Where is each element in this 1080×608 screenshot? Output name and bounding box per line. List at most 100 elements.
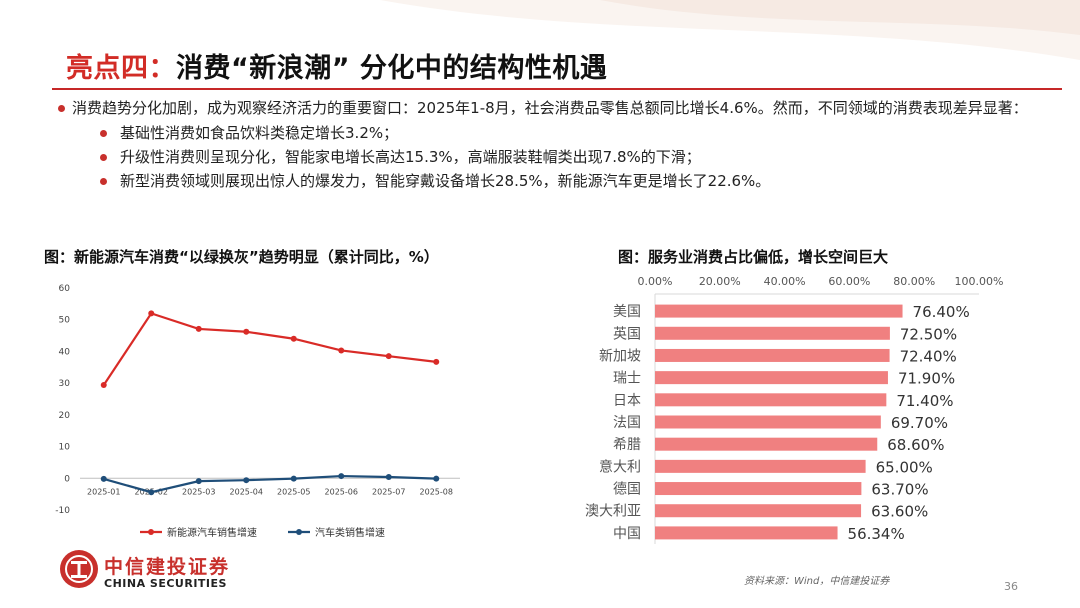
data-point (100, 475, 107, 482)
data-point (148, 310, 155, 317)
x-tick-label: 2025-03 (182, 487, 215, 496)
series-line (102, 312, 437, 386)
service-bar-chart: 0.00% 20.00% 40.00% 60.00% 80.00% 100.00% 美国 76… (585, 275, 1004, 544)
data-point (195, 325, 202, 332)
left-figure-title: 图：新能源汽车消费“以绿换灰”趋势明显（累计同比，%） (44, 248, 439, 266)
brand-name-en: CHINA SECURITIES (104, 577, 227, 590)
data-point (100, 382, 107, 389)
category-label: 意大利 (599, 458, 641, 475)
category-label: 法国 (613, 415, 641, 431)
data-point (385, 474, 392, 481)
legend-label: 新能源汽车销售增速 (167, 526, 257, 539)
x-tick-label: 100.00% (955, 275, 1004, 288)
category-label: 瑞士 (613, 371, 641, 387)
y-tick-label: 10 (59, 443, 71, 453)
bar (655, 482, 862, 496)
company-logo-icon (60, 550, 98, 588)
x-tick-label: 40.00% (764, 275, 806, 288)
sub-bullet: 升级性消费则呈现分化，智能家电增长高达15.3%，高端服装鞋帽类出现7.8%的下… (100, 146, 1052, 168)
bar (655, 348, 890, 362)
y-tick-label: 0 (64, 474, 70, 484)
sub-bullet-text: 基础性消费如食品饮料类稳定增长3.2%； (120, 124, 399, 142)
bar-value-label: 71.90% (898, 370, 955, 388)
data-point (195, 478, 202, 485)
bar-value-label: 56.34% (848, 525, 905, 543)
legend-label: 汽车类销售增速 (315, 526, 385, 539)
bar-value-label: 65.00% (876, 458, 933, 476)
title-divider (52, 88, 1062, 90)
category-label: 日本 (613, 393, 641, 409)
nev-line-chart: -1001020304050602025-012025-022025-03202… (55, 284, 460, 539)
y-tick-label: -10 (55, 506, 70, 516)
x-tick-label: 2025-04 (230, 487, 263, 496)
legend-marker (296, 529, 302, 535)
data-point (243, 328, 250, 335)
x-tick-label: 60.00% (828, 275, 870, 288)
bar (655, 393, 887, 407)
bar-value-label: 71.40% (896, 392, 953, 410)
series-line (103, 474, 437, 494)
bar (655, 526, 838, 540)
sub-bullet-text: 升级性消费则呈现分化，智能家电增长高达15.3%，高端服装鞋帽类出现7.8%的下… (120, 148, 701, 166)
category-label: 希腊 (613, 437, 641, 453)
bar (655, 371, 888, 385)
page-number: 36 (1004, 580, 1018, 593)
category-label: 德国 (613, 482, 641, 498)
x-tick-label: 2025-01 (87, 487, 120, 496)
y-tick-label: 50 (59, 316, 71, 326)
data-point (433, 358, 440, 365)
sub-bullet: 新型消费领域则展现出惊人的爆发力，智能穿戴设备增长28.5%，新能源汽车更是增长… (100, 170, 1052, 192)
legend-marker (148, 529, 154, 535)
bar-value-label: 76.40% (913, 303, 970, 321)
data-point (338, 473, 345, 480)
category-label: 美国 (613, 304, 641, 320)
data-point (290, 335, 297, 342)
data-point (290, 475, 297, 482)
bar-value-label: 72.40% (900, 347, 957, 365)
data-point (385, 353, 392, 360)
data-point (243, 477, 250, 484)
title-highlight: 亮点四： (66, 53, 176, 84)
title-main: 消费“新浪潮” 分化中的结构性机遇 (176, 53, 608, 84)
bullet-dot-icon (100, 178, 107, 185)
x-tick-label: 20.00% (699, 275, 741, 288)
data-point (338, 347, 345, 354)
main-bullet: 消费趋势分化加剧，成为观察经济活力的重要窗口：2025年1-8月，社会消费品零售… (52, 97, 1052, 119)
y-tick-label: 30 (59, 379, 71, 389)
data-point (148, 489, 155, 496)
bar (655, 504, 862, 518)
bullet-dot-icon (58, 105, 65, 112)
x-tick-label: 2025-08 (420, 487, 453, 496)
brand-name-cn: 中信建投证券 (104, 556, 231, 578)
bar-value-label: 72.50% (900, 325, 957, 343)
bullet-list: 消费趋势分化加剧，成为观察经济活力的重要窗口：2025年1-8月，社会消费品零售… (52, 97, 1052, 194)
x-tick-label: 2025-06 (325, 487, 358, 496)
category-label: 中国 (613, 526, 641, 542)
x-tick-label: 2025-05 (277, 487, 310, 496)
sub-bullet-list: 基础性消费如食品饮料类稳定增长3.2%； 升级性消费则呈现分化，智能家电增长高达… (52, 122, 1052, 192)
bar (655, 459, 866, 473)
x-tick-label: 80.00% (893, 275, 935, 288)
bar (655, 304, 903, 318)
bar-value-label: 63.60% (871, 503, 928, 521)
x-tick-label: 0.00% (638, 275, 673, 288)
bar-value-label: 68.60% (887, 436, 944, 454)
sub-bullet-text: 新型消费领域则展现出惊人的爆发力，智能穿戴设备增长28.5%，新能源汽车更是增长… (120, 172, 771, 190)
category-label: 新加坡 (599, 348, 641, 364)
bar (655, 437, 878, 451)
bar-value-label: 63.70% (871, 481, 928, 499)
bullet-dot-icon (100, 130, 107, 137)
x-tick-label: 2025-07 (372, 487, 405, 496)
bar (655, 326, 890, 340)
bullet-dot-icon (100, 154, 107, 161)
main-bullet-text: 消费趋势分化加剧，成为观察经济活力的重要窗口：2025年1-8月，社会消费品零售… (72, 99, 1028, 117)
category-label: 澳大利亚 (585, 504, 641, 520)
y-tick-label: 20 (59, 411, 71, 421)
sub-bullet: 基础性消费如食品饮料类稳定增长3.2%； (100, 122, 1052, 144)
slide-title: 亮点四：消费“新浪潮” 分化中的结构性机遇 (66, 46, 607, 85)
bar (655, 415, 881, 429)
right-figure-title: 图：服务业消费占比偏低，增长空间巨大 (618, 248, 889, 266)
data-point (433, 475, 440, 482)
y-tick-label: 60 (59, 284, 71, 294)
y-tick-label: 40 (59, 347, 71, 357)
